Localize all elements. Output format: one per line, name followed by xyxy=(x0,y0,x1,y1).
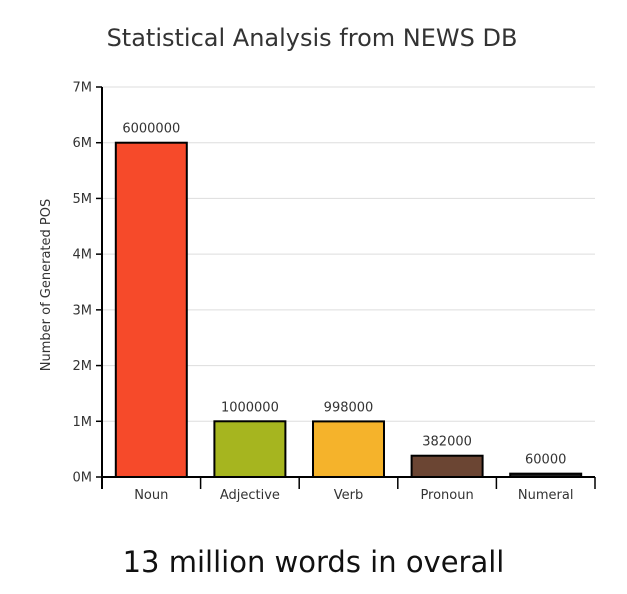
bar-numeral xyxy=(509,472,583,478)
bars xyxy=(114,141,583,479)
y-axis: 0M 1M 2M 3M 4M 5M 6M 7M xyxy=(73,81,103,489)
bar-verb xyxy=(312,420,385,479)
y-tick-label: 5M xyxy=(73,192,93,207)
y-tick-label: 2M xyxy=(73,359,93,374)
x-tick-label-verb: Verb xyxy=(334,488,363,503)
y-axis-label: Number of Generated POS xyxy=(39,199,54,371)
value-label-verb: 998000 xyxy=(324,400,374,415)
value-label-adjective: 1000000 xyxy=(221,400,279,415)
y-tick-label: 3M xyxy=(73,303,93,318)
value-label-pronoun: 382000 xyxy=(422,435,472,450)
x-axis: Noun Adjective Verb Pronoun Numeral xyxy=(101,476,596,503)
y-tick-label: 1M xyxy=(73,415,93,430)
y-tick-label: 7M xyxy=(73,81,93,96)
x-tick-label-noun: Noun xyxy=(134,488,168,503)
value-label-numeral: 60000 xyxy=(525,453,566,468)
x-tick-label-adjective: Adjective xyxy=(220,488,280,503)
y-tick-label: 6M xyxy=(73,136,93,151)
bar-chart: Statistical Analysis from NEWS DB 0M 1M 2M… xyxy=(39,24,596,503)
value-label-noun: 6000000 xyxy=(122,122,180,137)
bar-adjective xyxy=(213,420,287,478)
bar-pronoun xyxy=(410,454,484,478)
bar-noun xyxy=(114,141,188,478)
y-tick-label: 4M xyxy=(73,248,93,263)
y-tick-label: 0M xyxy=(73,471,93,486)
x-tick-label-numeral: Numeral xyxy=(518,488,574,503)
summary-caption: 13 million words in overall xyxy=(122,545,505,579)
x-tick-label-pronoun: Pronoun xyxy=(420,488,473,503)
chart-title: Statistical Analysis from NEWS DB xyxy=(107,24,518,52)
value-labels: 6000000 1000000 998000 382000 60000 xyxy=(122,122,566,468)
